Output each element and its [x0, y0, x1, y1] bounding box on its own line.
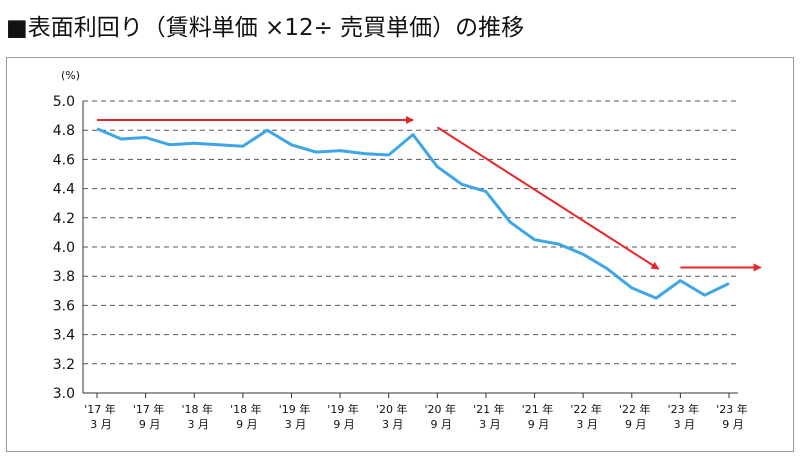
y-tick-label: 3.6 — [53, 298, 75, 314]
x-tick-label-month: 3 月 — [576, 418, 598, 431]
y-tick-label: 4.2 — [53, 211, 75, 227]
x-tick-label-month: 9 月 — [333, 418, 355, 431]
x-tick-label-month: 9 月 — [139, 418, 161, 431]
trend-arrow — [436, 126, 660, 270]
x-tick-label-year: '20 年 — [376, 402, 408, 416]
x-tick-label-month: 3 月 — [382, 418, 404, 431]
y-axis-unit: (%) — [61, 69, 80, 82]
x-tick-label-month: 9 月 — [528, 418, 550, 431]
x-tick-label-year: '21 年 — [473, 402, 505, 416]
x-tick-label-month: 3 月 — [90, 418, 112, 431]
x-tick-label-month: 3 月 — [187, 418, 209, 431]
x-tick-label-month: 3 月 — [285, 418, 307, 431]
x-tick-label-month: 9 月 — [625, 418, 647, 431]
x-tick-label-year: '17 年 — [133, 402, 165, 416]
x-tick-label-year: '21 年 — [522, 402, 554, 416]
chart-title: ■表面利回り（賃料単価 ×12÷ 売買単価）の推移 — [6, 15, 525, 41]
x-tick-label-month: 9 月 — [722, 418, 744, 431]
x-tick-label-year: '17 年 — [84, 402, 116, 416]
y-tick-label: 3.2 — [53, 357, 75, 373]
x-tick-label-month: 9 月 — [431, 418, 453, 431]
x-tick-label-month: 9 月 — [236, 418, 258, 431]
x-tick-label-year: '23 年 — [716, 402, 748, 416]
x-tick-label-year: '20 年 — [425, 402, 457, 416]
x-tick-label-month: 3 月 — [674, 418, 696, 431]
y-tick-label: 4.0 — [53, 240, 75, 256]
x-tick-label-month: 3 月 — [479, 418, 501, 431]
y-tick-label: 5.0 — [53, 94, 75, 110]
y-tick-label: 4.4 — [53, 182, 75, 198]
y-tick-label: 3.4 — [53, 328, 75, 344]
x-tick-label-year: '18 年 — [230, 402, 262, 416]
y-tick-label: 3.0 — [53, 386, 75, 402]
x-tick-label-year: '22 年 — [570, 402, 602, 416]
y-tick-label: 4.8 — [53, 123, 75, 139]
x-tick-label-year: '22 年 — [619, 402, 651, 416]
y-tick-label: 4.6 — [53, 152, 75, 168]
chart-panel — [6, 57, 794, 452]
x-tick-label-year: '19 年 — [327, 402, 359, 416]
x-tick-label-year: '19 年 — [279, 402, 311, 416]
x-tick-label-year: '18 年 — [181, 402, 213, 416]
x-tick-label-year: '23 年 — [668, 402, 700, 416]
series-line — [96, 127, 730, 300]
y-tick-label: 3.8 — [53, 269, 75, 285]
